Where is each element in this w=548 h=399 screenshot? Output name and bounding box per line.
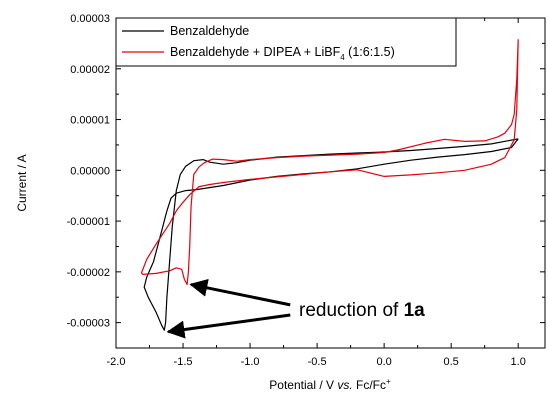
- y-tick-label: -0.00003: [67, 318, 110, 330]
- y-tick-label: -0.00001: [67, 216, 110, 228]
- legend: Benzaldehyde Benzaldehyde + DIPEA + LiBF…: [115, 17, 457, 67]
- x-tick-label: -0.5: [308, 356, 327, 368]
- annotation-arrow-0: [189, 278, 291, 307]
- x-tick-label: 0.0: [376, 356, 391, 368]
- y-tick-label: 0.00001: [70, 115, 110, 127]
- y-axis-ticks: 0.00003 0.00002 0.00001 0.00000 -0.00001 -0.0…: [67, 13, 545, 330]
- y-tick-label: 0.00003: [70, 13, 110, 25]
- x-tick-label: 0.5: [444, 356, 459, 368]
- y-tick-label: 0.00002: [70, 64, 110, 76]
- plot-curves: [140, 39, 519, 331]
- x-tick-label: -2.0: [107, 356, 126, 368]
- x-axis-ticks: -2.0 -1.5 -1.0 -0.5 0.0 0.5 1.0: [107, 18, 526, 368]
- annotation-text: reduction of 1a: [299, 300, 425, 321]
- legend-box: [115, 17, 457, 67]
- x-tick-label: -1.5: [174, 356, 193, 368]
- y-tick-label: -0.00002: [67, 267, 110, 279]
- legend-label-mixture: Benzaldehyde + DIPEA + LiBF4 (1:6:1.5): [170, 45, 395, 62]
- y-tick-label: 0.00000: [70, 165, 110, 177]
- legend-label-benzaldehyde: Benzaldehyde: [170, 24, 249, 38]
- y-axis-label: Current / A: [15, 154, 29, 211]
- x-tick-label: -1.0: [241, 356, 260, 368]
- annotation-arrow-1: [166, 313, 291, 339]
- series-line-1: [140, 39, 519, 286]
- x-axis-label: Potential / V vs. Fc/Fc+: [269, 377, 391, 392]
- reduction-annotation: reduction of 1a: [166, 278, 425, 339]
- x-tick-label: 1.0: [511, 356, 526, 368]
- plot-frame: [115, 17, 546, 349]
